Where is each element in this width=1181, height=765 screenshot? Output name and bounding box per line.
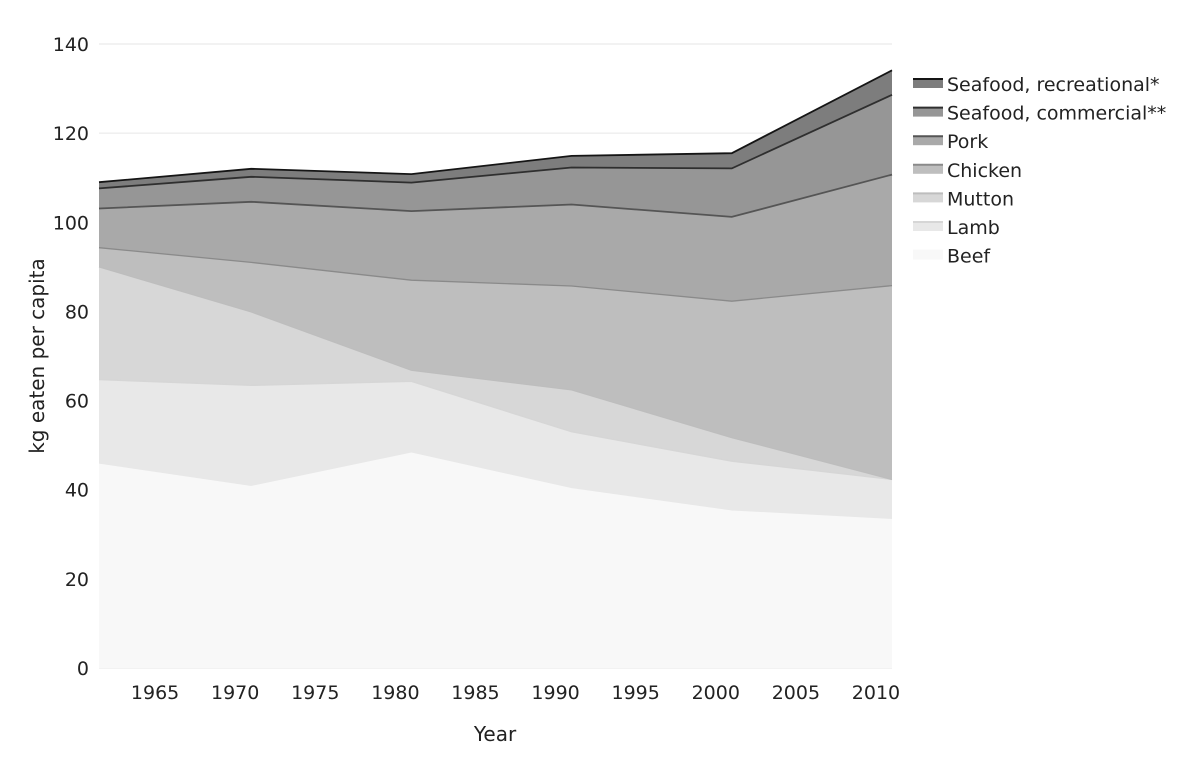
legend-label: Seafood, recreational*	[947, 74, 1160, 96]
y-tick-label: 100	[53, 212, 89, 234]
y-tick-label: 0	[77, 658, 89, 680]
x-tick-label: 2010	[852, 682, 900, 704]
legend-item[interactable]: Seafood, commercial**	[913, 103, 1166, 125]
line-pork	[98, 173, 893, 218]
legend-swatch	[913, 250, 943, 260]
area-seafood-commercial	[99, 94, 892, 217]
legend-swatch	[913, 164, 943, 174]
y-axis-title: kg eaten per capita	[25, 258, 49, 454]
legend-item[interactable]: Chicken	[913, 160, 1022, 182]
legend-item[interactable]: Lamb	[913, 217, 1000, 239]
x-tick-label: 1985	[451, 682, 499, 704]
x-tick-label: 1990	[531, 682, 579, 704]
area-lamb	[99, 379, 892, 520]
x-tick-label: 1975	[291, 682, 339, 704]
y-tick-label: 120	[53, 123, 89, 145]
area-seafood-recreational	[99, 70, 892, 189]
legend-item[interactable]: Pork	[913, 131, 988, 153]
x-tick-label: 1980	[371, 682, 419, 704]
line-seafood-commercial	[98, 93, 893, 190]
legend-swatch	[913, 193, 943, 203]
legend-label: Pork	[947, 131, 988, 153]
legend-label: Beef	[947, 246, 991, 268]
legend-item[interactable]: Beef	[913, 246, 991, 268]
legend-label: Seafood, commercial**	[947, 103, 1166, 125]
y-tick-label: 20	[65, 569, 89, 591]
legend-swatch	[913, 79, 943, 88]
stacked-areas	[99, 70, 892, 668]
x-tick-label: 2005	[772, 682, 820, 704]
x-axis-title: Year	[473, 722, 517, 746]
line-seafood-recreational	[98, 69, 893, 184]
legend-swatch	[913, 222, 943, 231]
area-beef	[99, 453, 892, 668]
y-tick-label: 140	[53, 34, 89, 56]
legend-item[interactable]: Mutton	[913, 188, 1014, 210]
line-chicken	[98, 247, 893, 302]
legend[interactable]: Seafood, recreational* Seafood, commercia…	[913, 74, 1166, 268]
y-tick-label: 80	[65, 301, 89, 323]
legend-label: Lamb	[947, 217, 1000, 239]
x-tick-label: 1970	[211, 682, 259, 704]
legend-label: Mutton	[947, 188, 1014, 210]
area-chicken	[99, 247, 892, 480]
legend-label: Chicken	[947, 160, 1022, 182]
series-lines	[98, 69, 893, 521]
y-tick-label: 40	[65, 480, 89, 502]
line-lamb	[98, 378, 893, 481]
x-tick-label: 2000	[692, 682, 740, 704]
x-axis-ticks: 1965 1970 1975 1980 1985 1990 1995 2000 2005 2010	[131, 682, 900, 704]
y-axis-ticks: 0 20 40 60 80 100 120 140	[53, 34, 89, 680]
legend-item[interactable]: Seafood, recreational*	[913, 74, 1160, 96]
legend-swatch	[913, 136, 943, 146]
x-tick-label: 1995	[611, 682, 659, 704]
line-beef	[98, 452, 893, 521]
x-tick-label: 1965	[131, 682, 179, 704]
y-tick-label: 60	[65, 391, 89, 413]
area-pork	[99, 174, 892, 302]
legend-swatch	[913, 107, 943, 117]
line-mutton	[98, 266, 893, 481]
